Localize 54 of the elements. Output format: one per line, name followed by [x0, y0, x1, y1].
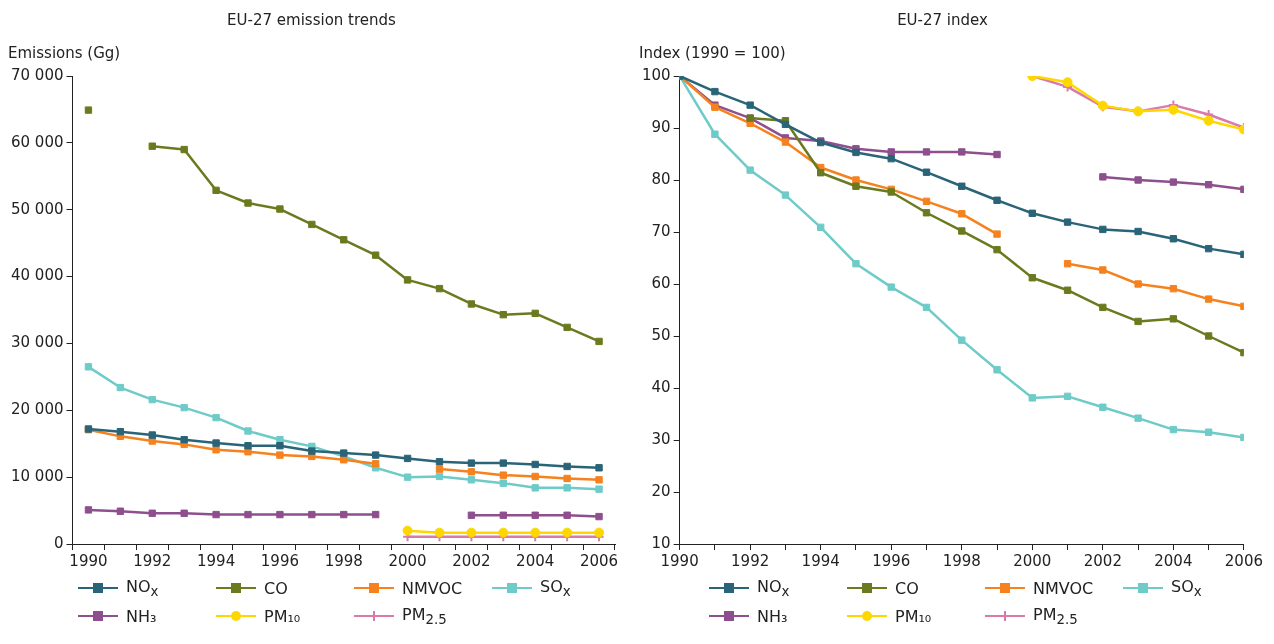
x-tick-label: 2006 [579, 551, 619, 570]
y-tick-label: 40 000 [10, 266, 64, 285]
x-tick-label: 1992 [731, 551, 770, 570]
legend-label: PM₁₀ [895, 606, 932, 626]
y-tick-label: 90 [651, 117, 671, 136]
x-tick-label: 2004 [1154, 551, 1193, 570]
x-tick-label: 1998 [942, 551, 981, 570]
y-tick-label: 100 [641, 65, 671, 84]
x-tick-label: 1990 [69, 551, 108, 570]
y-axis-title: Emissions (Gg) [8, 44, 121, 63]
x-tick-label: 1996 [260, 551, 300, 570]
chart-title: EU-27 emission trends [227, 10, 397, 29]
x-tick-label: 2000 [1013, 551, 1052, 570]
x-tick-label: 2000 [388, 551, 427, 570]
y-tick-label: 80 [651, 169, 671, 188]
y-axis-title: Index (1990 = 100) [639, 44, 786, 63]
y-tick-label: 30 000 [10, 333, 64, 352]
x-tick-label: 1994 [197, 551, 236, 570]
legend-label: PM$_{2.5}$ [402, 604, 447, 628]
y-tick-label: 60 [651, 273, 671, 292]
y-tick-label: 10 [651, 533, 671, 552]
x-tick-label: 1994 [801, 551, 840, 570]
y-tick-label: 20 [651, 481, 671, 500]
x-tick-label: 2004 [516, 551, 555, 570]
legend-label: SO$_{x}$ [540, 576, 571, 600]
x-tick-label: 2006 [1224, 551, 1264, 570]
x-tick-label: 1990 [660, 551, 699, 570]
legend-label: NH₃ [757, 606, 788, 626]
y-tick-label: 60 000 [10, 132, 64, 151]
y-tick-label: 50 000 [10, 199, 64, 218]
y-tick-label: 20 000 [10, 400, 64, 419]
x-tick-label: 1996 [872, 551, 911, 570]
legend-label: CO [895, 578, 919, 598]
legend-label: PM$_{2.5}$ [1033, 604, 1078, 628]
x-tick-label: 2002 [452, 551, 491, 570]
legend-label: NH₃ [126, 606, 157, 626]
x-tick-label: 1998 [324, 551, 363, 570]
legend-label: CO [264, 578, 288, 598]
y-tick-label: 50 [651, 325, 671, 344]
legend-label: PM₁₀ [264, 606, 301, 626]
legend-label: NMVOC [1033, 578, 1094, 598]
y-tick-label: 30 [651, 429, 671, 448]
legend-label: NO$_{x}$ [126, 576, 159, 600]
legend-label: NMVOC [402, 578, 463, 598]
y-tick-label: 70 [651, 221, 671, 240]
legend-label: NO$_{x}$ [757, 576, 790, 600]
y-tick-label: 10 000 [10, 467, 64, 486]
y-tick-label: 0 [53, 533, 64, 552]
y-tick-label: 70 000 [10, 65, 64, 84]
y-tick-label: 40 [651, 377, 671, 396]
legend-label: SO$_{x}$ [1171, 576, 1202, 600]
chart-title: EU-27 index [897, 10, 988, 29]
x-tick-label: 1992 [133, 551, 172, 570]
x-tick-label: 2002 [1083, 551, 1122, 570]
